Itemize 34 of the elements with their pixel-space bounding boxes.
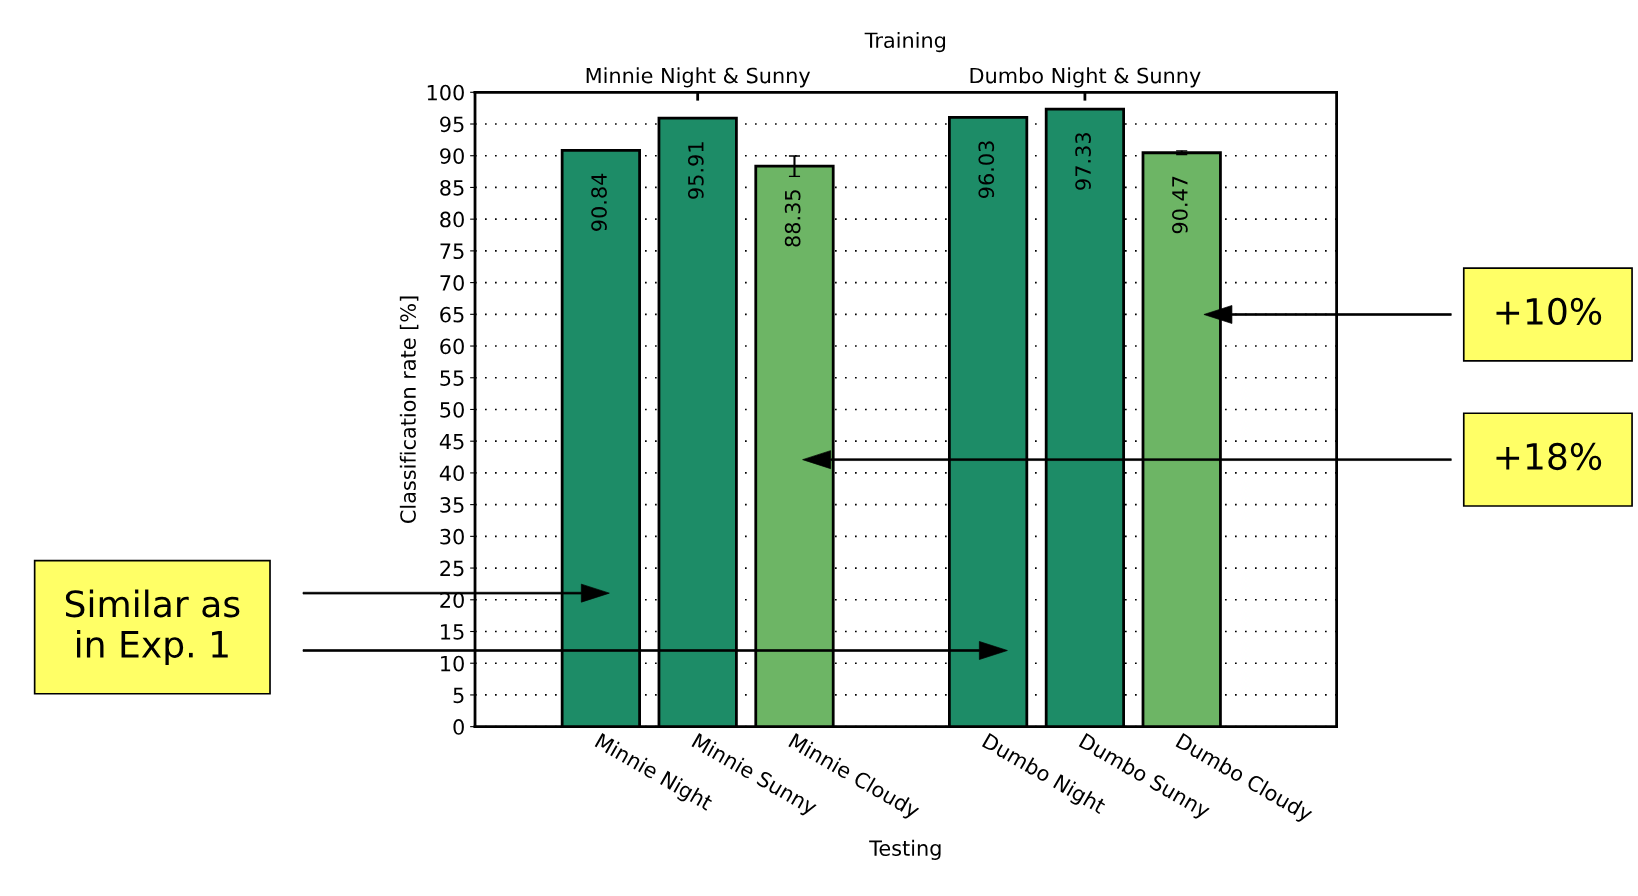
y-tick-label: 40 (439, 465, 464, 482)
y-tick-label: 45 (439, 433, 464, 450)
data-label: 88.35 (784, 190, 801, 247)
data-label: 90.47 (1172, 176, 1188, 234)
y-tick-label: 50 (440, 401, 464, 418)
x-axis-title: Testing (869, 839, 941, 861)
text: Similar as in Exp. 1 (65, 589, 240, 665)
x2-axis-title: Training (864, 31, 946, 53)
y-tick-label: 55 (440, 370, 464, 386)
y-tick-label: 10 (441, 655, 464, 672)
data-label: 95.91 (687, 142, 704, 199)
y-tick-label: 25 (440, 560, 464, 577)
y-tick-label: 75 (440, 243, 464, 260)
y-tick-label: 35 (440, 497, 464, 513)
y-tick-label: 80 (440, 211, 464, 228)
text: +18% (1496, 442, 1602, 471)
y-tick-label: 95 (440, 116, 464, 133)
y-tick-label: 5 (453, 687, 464, 704)
annotation: Minnie Night & Sunny (586, 67, 811, 88)
data-label: 96.03 (978, 141, 995, 199)
y-tick-label: 15 (441, 624, 464, 640)
text: +10% (1496, 297, 1602, 325)
y-tick-label: 100 (427, 84, 464, 101)
y-axis-title: Classification rate [%] (399, 296, 419, 524)
y-tick-label: 0 (453, 719, 464, 735)
y-tick-label: 60 (440, 338, 464, 355)
data-label: 97.33 (1075, 133, 1091, 190)
y-tick-label: 85 (440, 179, 464, 196)
data-label: 90.84 (591, 173, 607, 231)
y-tick-label: 65 (440, 306, 464, 323)
annotation: Dumbo Night & Sunny (970, 67, 1201, 88)
y-tick-label: 90 (440, 148, 464, 164)
y-tick-label: 70 (440, 275, 464, 291)
y-tick-label: 30 (440, 528, 464, 545)
